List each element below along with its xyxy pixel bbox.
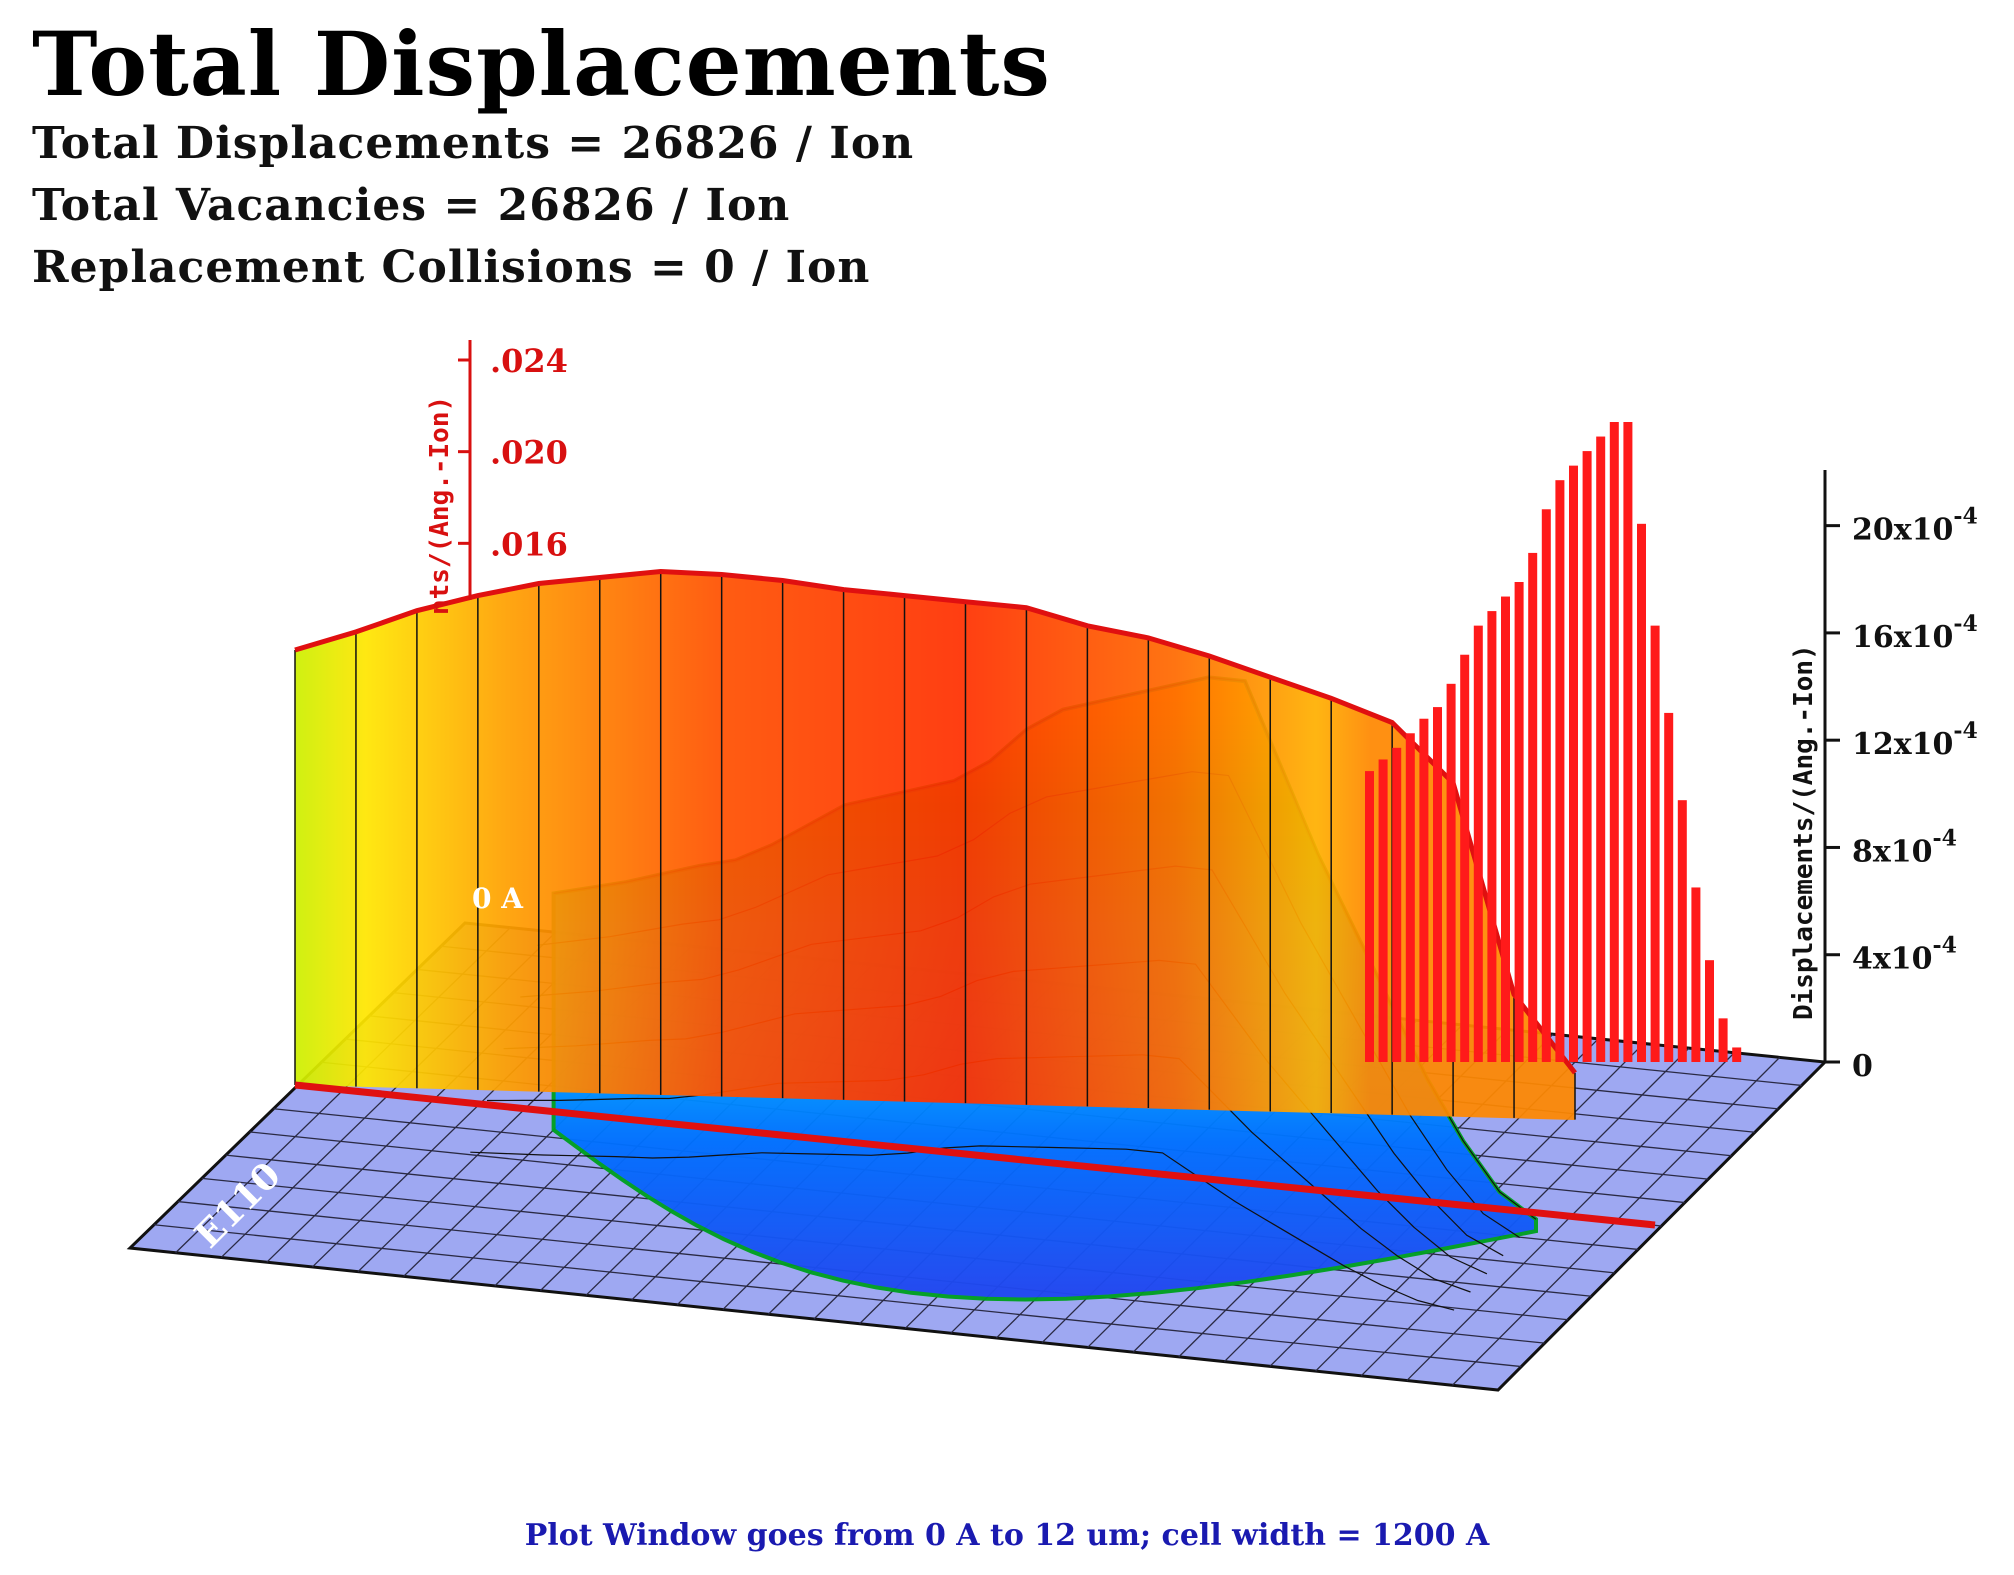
projection-bar <box>1623 422 1633 1062</box>
left-axis-tick-label: .024 <box>490 342 568 380</box>
projection-bar <box>1637 523 1646 1062</box>
projection-bar <box>1433 707 1442 1062</box>
projection-bar <box>1664 712 1674 1062</box>
back-wall-area <box>295 571 1575 1120</box>
projection-bar <box>1569 465 1578 1062</box>
projection-bar <box>1609 422 1619 1062</box>
right-axis-tick-label: 4x10-4 <box>1852 933 1957 977</box>
chart-title: Total Displacements <box>32 12 1051 116</box>
floor-gridline <box>153 1224 1522 1368</box>
projection-bar <box>1378 759 1388 1062</box>
projection-bar <box>1705 960 1714 1062</box>
right-axis-tick-label: 8x10-4 <box>1852 825 1957 869</box>
projection-bar <box>1446 683 1456 1062</box>
right-axis-tick-label: 20x10-4 <box>1852 504 1978 548</box>
projection-bar <box>1541 509 1551 1063</box>
left-axis-tick-label: .016 <box>490 525 568 563</box>
stat-total-vacancies: Total Vacancies = 26826 / Ion <box>32 180 791 231</box>
right-axis-tick-label: 0 <box>1852 1049 1873 1084</box>
projection-bar <box>1677 800 1687 1062</box>
projection-bar <box>1514 582 1524 1062</box>
projection-bar <box>1582 451 1592 1062</box>
projection-bar <box>1555 480 1565 1062</box>
projection-bar <box>1501 596 1510 1062</box>
projection-bar <box>1460 654 1470 1062</box>
projection-bar <box>1596 436 1606 1063</box>
projection-bar <box>1365 771 1374 1062</box>
left-axis-tick-label: .020 <box>490 434 568 472</box>
projection-bar <box>1473 625 1483 1062</box>
floor-origin-label: 0 A <box>472 882 524 915</box>
right-axis-tick-label: 16x10-4 <box>1852 611 1978 655</box>
surface-contour <box>470 1145 1455 1311</box>
floor-edge-line <box>294 1081 1656 1229</box>
plot-window-caption: Plot Window goes from 0 A to 12 um; cell… <box>524 1518 1490 1553</box>
projection-bar <box>1732 1047 1742 1062</box>
stat-replacement-collisions: Replacement Collisions = 0 / Ion <box>32 242 871 293</box>
projection-bar <box>1691 887 1701 1062</box>
wall-profile-line <box>294 568 1577 1075</box>
projection-bar <box>1419 718 1429 1062</box>
projection-bar <box>1405 733 1415 1062</box>
projection-bar <box>1718 1018 1728 1062</box>
stat-total-displacements: Total Displacements = 26826 / Ion <box>32 118 915 169</box>
projection-bar <box>1487 611 1497 1062</box>
projection-bar <box>1650 625 1660 1062</box>
right-axis-tick-label: 12x10-4 <box>1852 718 1978 762</box>
left-axis-label: nts/(Ang.-Ion) <box>425 396 455 615</box>
right-axis-label: Displacements/(Ang.-Ion) <box>1789 644 1819 1020</box>
projection-bar <box>1528 552 1538 1062</box>
projection-bar <box>1392 747 1402 1062</box>
